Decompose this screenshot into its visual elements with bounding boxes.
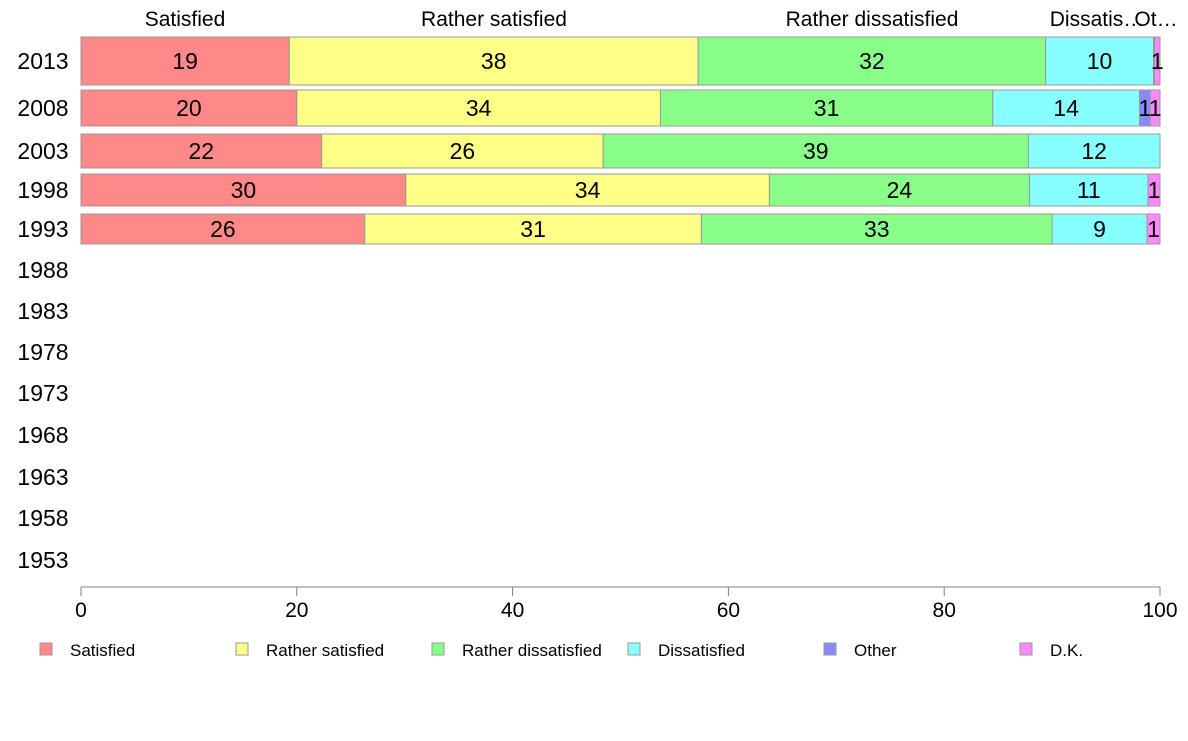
bar-segment xyxy=(1027,133,1161,169)
legend-label: Rather dissatisfied xyxy=(462,641,602,660)
data-label: 38 xyxy=(481,48,507,74)
bar-segment xyxy=(700,213,1053,245)
legend-swatch xyxy=(39,642,53,656)
year-label: 1973 xyxy=(17,380,68,406)
top-category-label: Satisfied xyxy=(145,8,226,31)
year-label: 2008 xyxy=(17,95,68,121)
year-label: 1998 xyxy=(17,177,68,203)
data-label: 26 xyxy=(210,216,236,242)
data-label: 24 xyxy=(887,177,913,203)
data-label: 1 xyxy=(1147,216,1160,242)
data-label: 26 xyxy=(450,138,476,164)
bar-segment xyxy=(80,89,298,127)
year-label: 2013 xyxy=(17,48,68,74)
data-label: 30 xyxy=(231,177,257,203)
data-label: 1 xyxy=(1148,177,1161,203)
data-label: 31 xyxy=(520,216,546,242)
bar-segment xyxy=(80,36,290,86)
legend-label: Dissatisfied xyxy=(658,641,745,660)
bar-segment xyxy=(288,36,699,86)
data-label: 1 xyxy=(1151,48,1164,74)
data-label: 39 xyxy=(803,138,829,164)
x-tick-label: 20 xyxy=(285,599,308,622)
data-label: 22 xyxy=(189,138,215,164)
year-label: 1988 xyxy=(17,257,68,283)
data-label: 34 xyxy=(466,95,492,121)
bar-segment xyxy=(80,213,366,245)
year-label: 2003 xyxy=(17,138,68,164)
legend-swatch xyxy=(431,642,445,656)
bar-segment xyxy=(364,213,702,245)
data-label: 32 xyxy=(859,48,885,74)
legend-swatch xyxy=(627,642,641,656)
data-label: 9 xyxy=(1093,216,1106,242)
bar-segment xyxy=(80,173,407,207)
year-label: 1958 xyxy=(17,505,68,531)
year-label: 1963 xyxy=(17,464,68,490)
bar-segment xyxy=(80,133,323,169)
bar-segment xyxy=(992,89,1140,127)
x-tick-label: 40 xyxy=(501,599,524,622)
legend-label: Satisfied xyxy=(70,641,135,660)
year-label: 1993 xyxy=(17,216,68,242)
bar-segment xyxy=(1147,173,1161,207)
bar-segment xyxy=(602,133,1029,169)
legend-swatch xyxy=(1019,642,1033,656)
bar-segment xyxy=(321,133,604,169)
data-label: 12 xyxy=(1081,138,1107,164)
data-label: 19 xyxy=(172,48,198,74)
legend-swatch xyxy=(823,642,837,656)
top-category-label: Rather satisfied xyxy=(421,8,567,31)
year-label: 1983 xyxy=(17,298,68,324)
year-label: 1978 xyxy=(17,339,68,365)
x-tick-label: 80 xyxy=(933,599,956,622)
year-label: 1968 xyxy=(17,422,68,448)
bar-segment xyxy=(1146,213,1161,245)
data-label: 20 xyxy=(176,95,202,121)
x-tick-label: 0 xyxy=(75,599,87,622)
data-label: 1 xyxy=(1138,95,1151,121)
data-label: 11 xyxy=(1077,177,1101,203)
bar-segment xyxy=(697,36,1047,86)
legend-label: D.K. xyxy=(1050,641,1083,660)
x-tick-label: 100 xyxy=(1142,599,1177,622)
bar-segment xyxy=(1051,213,1148,245)
top-category-label: Dissatis… xyxy=(1050,8,1145,31)
bar-segment xyxy=(296,89,661,127)
year-label: 1953 xyxy=(17,547,68,573)
data-label: 14 xyxy=(1053,95,1079,121)
data-label: 10 xyxy=(1087,48,1113,74)
data-label: 34 xyxy=(575,177,601,203)
data-label: 31 xyxy=(814,95,840,121)
legend-swatch xyxy=(235,642,249,656)
x-tick-label: 60 xyxy=(717,599,740,622)
bar-segment xyxy=(659,89,994,127)
data-label: 1 xyxy=(1149,95,1162,121)
data-label: 33 xyxy=(864,216,890,242)
legend-label: Other xyxy=(854,641,897,660)
bar-segment xyxy=(1045,36,1155,86)
top-category-label: Rather dissatisfied xyxy=(786,8,959,31)
bar-segment xyxy=(1149,89,1161,127)
legend-label: Rather satisfied xyxy=(266,641,384,660)
bar-segment xyxy=(1154,36,1161,86)
top-category-label: Ot… xyxy=(1134,8,1177,31)
